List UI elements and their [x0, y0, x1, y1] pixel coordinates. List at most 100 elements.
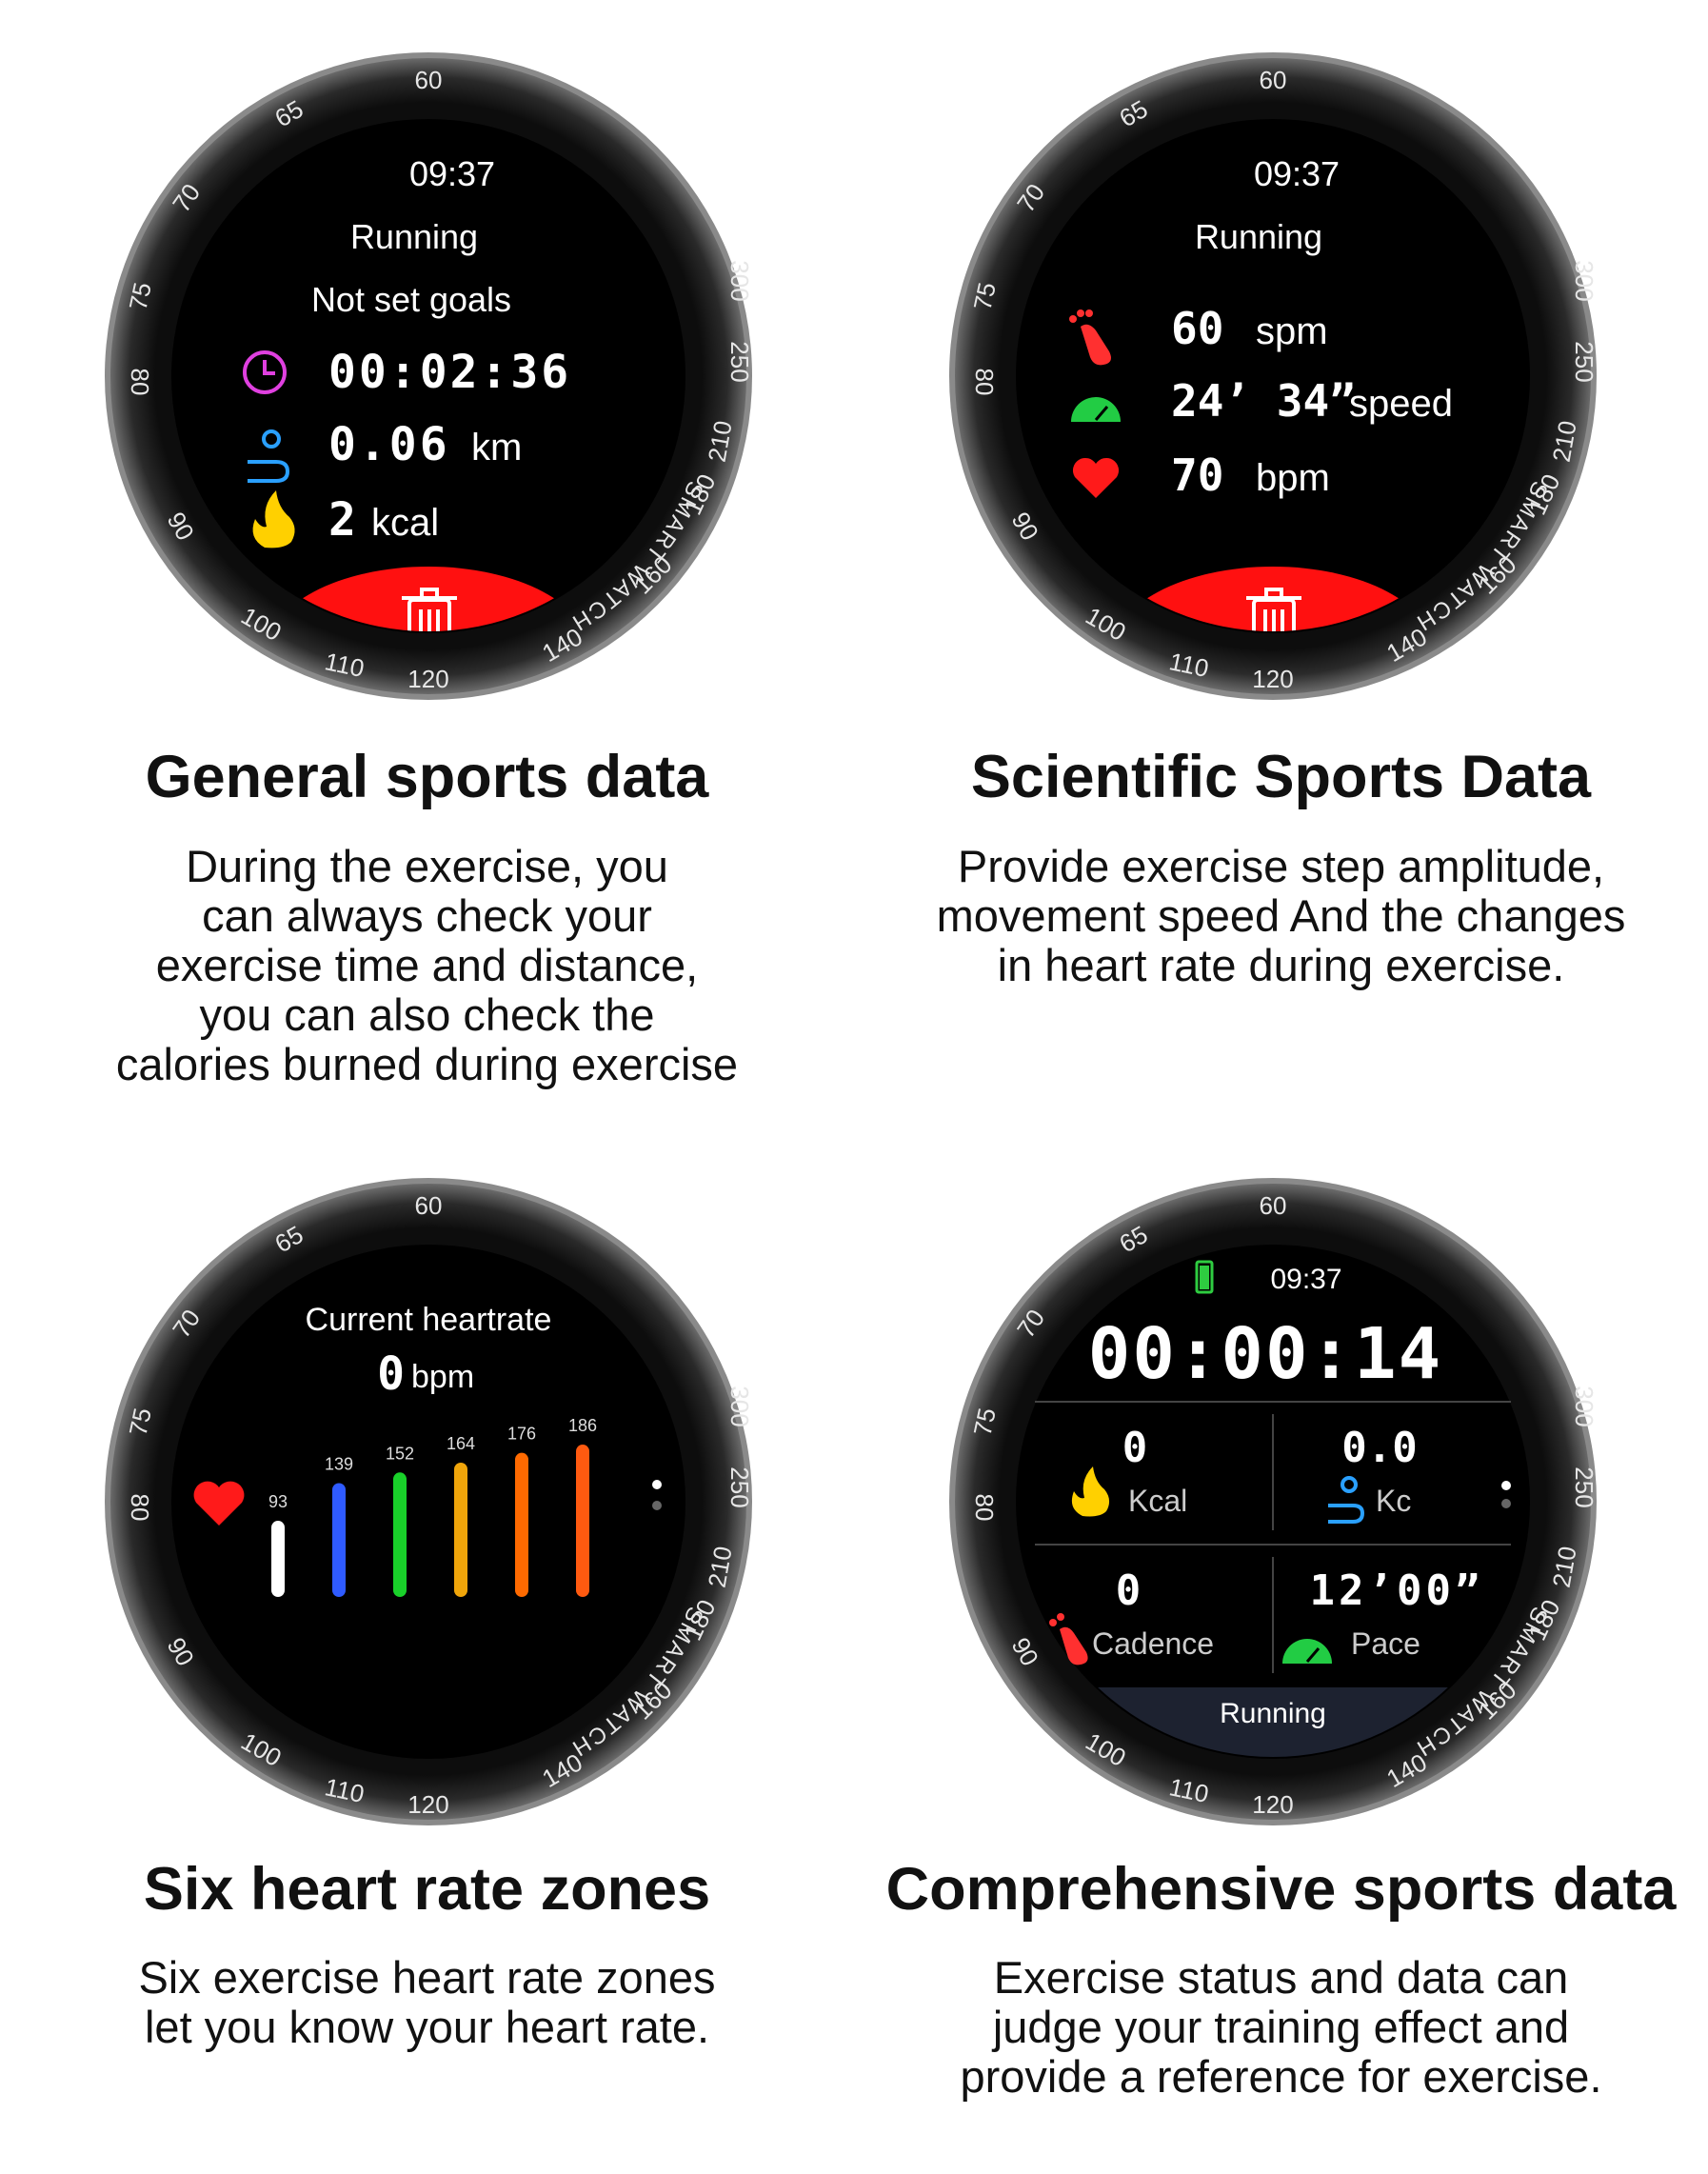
screen	[171, 119, 685, 633]
bezel-80: 80	[970, 1494, 999, 1522]
status-label: Running	[1220, 1698, 1326, 1729]
desc-line: provide a reference for exercise.	[960, 2051, 1602, 2102]
bezel-120: 120	[407, 665, 448, 693]
bezel-80: 80	[126, 1494, 154, 1522]
screen	[1016, 119, 1530, 633]
bezel-60: 60	[415, 1191, 443, 1220]
zone-label: 176	[507, 1425, 536, 1444]
bezel-75: 75	[968, 280, 1002, 313]
bezel-300: 300	[1570, 260, 1599, 301]
zone-bar	[271, 1521, 285, 1597]
calories-value: 0	[1122, 1424, 1148, 1472]
bezel-250: 250	[1570, 1466, 1599, 1507]
bezel-120: 120	[407, 1790, 448, 1819]
bezel-120: 120	[1252, 665, 1293, 693]
timer-value: 00:00:14	[1088, 1313, 1442, 1395]
activity-label: Running	[1195, 217, 1322, 256]
time-label: 09:37	[1254, 154, 1340, 193]
heart-icon	[1072, 457, 1120, 498]
bezel-210: 210	[1547, 418, 1582, 464]
page-dot-active[interactable]	[1501, 1481, 1511, 1490]
bpm-unit: bpm	[411, 1359, 474, 1395]
distance-value: 0.06	[328, 418, 450, 471]
speedometer-icon	[1071, 397, 1121, 422]
desc-line: During the exercise, you	[186, 841, 668, 891]
cadence-value: 60	[1171, 303, 1223, 354]
watch-general: 60 65 70 75 80 90 100 110 120 140 160 18…	[105, 52, 754, 709]
watch-heart-zones: 60 65 70 75 80 90 100 110 120 140 160 18…	[105, 1178, 754, 1825]
current-heartrate-label: Current heartrate	[306, 1302, 552, 1338]
page-dot[interactable]	[1501, 1499, 1511, 1508]
distance-value: 0.0	[1341, 1424, 1417, 1472]
bezel-300: 300	[1570, 1386, 1599, 1426]
bezel-75: 75	[968, 1406, 1002, 1439]
desc-heart-zones: Six exercise heart rate zones let you kn…	[0, 1953, 854, 2052]
goal-label: Not set goals	[311, 280, 511, 319]
bezel-60: 60	[1260, 66, 1287, 94]
bezel-210: 210	[1547, 1544, 1582, 1589]
bezel-300: 300	[725, 1386, 754, 1426]
pace-value: 12’00”	[1310, 1566, 1484, 1615]
desc-comprehensive: Exercise status and data can judge your …	[854, 1953, 1708, 2102]
battery-icon	[1195, 1260, 1214, 1294]
bezel-250: 250	[1570, 341, 1599, 382]
fire-icon	[1071, 1466, 1110, 1517]
trash-icon[interactable]	[402, 588, 457, 646]
desc-scientific: Provide exercise step amplitude, movemen…	[854, 842, 1708, 990]
pace-label: Pace	[1351, 1626, 1420, 1661]
desc-line: in heart rate during exercise.	[997, 940, 1565, 990]
bezel-75: 75	[124, 280, 157, 313]
cadence-label: Cadence	[1092, 1626, 1214, 1661]
distance-unit: km	[471, 427, 522, 469]
bezel-250: 250	[725, 341, 754, 382]
calories-value: 2	[328, 493, 356, 547]
activity-label: Running	[350, 217, 478, 256]
zone-label: 139	[325, 1454, 353, 1473]
zone-bar	[576, 1445, 589, 1597]
zone-label: 164	[447, 1434, 475, 1453]
zone-bar	[393, 1472, 407, 1597]
delete-bar[interactable]	[1111, 567, 1435, 709]
zone-label: 152	[386, 1444, 414, 1463]
title-comprehensive: Comprehensive sports data	[885, 1856, 1677, 1923]
zone-bar	[515, 1452, 528, 1597]
bezel-60: 60	[415, 66, 443, 94]
desc-line: judge your training effect and	[992, 2002, 1570, 2052]
page-dot[interactable]	[652, 1501, 662, 1510]
bezel-300: 300	[725, 260, 754, 301]
screen	[171, 1245, 685, 1759]
watch-scientific: 60 65 70 75 80 90 100 110 120 140 160 18…	[949, 52, 1599, 709]
heart-icon	[193, 1481, 245, 1526]
desc-line: exercise time and distance,	[155, 940, 699, 990]
clock-icon	[243, 350, 287, 394]
desc-line: can always check your	[202, 890, 652, 941]
cadence-value: 0	[1116, 1566, 1142, 1615]
bezel-80: 80	[126, 369, 154, 396]
heart-rate-unit: bpm	[1256, 457, 1330, 499]
bpm-value: 0	[377, 1347, 405, 1401]
desc-line: Exercise status and data can	[993, 1952, 1569, 2003]
desc-line: you can also check the	[199, 989, 655, 1040]
time-label: 09:37	[1270, 1264, 1341, 1295]
bezel-60: 60	[1260, 1191, 1287, 1220]
speed-unit: speed	[1349, 383, 1453, 425]
delete-bar[interactable]	[267, 567, 590, 709]
bezel-80: 80	[970, 369, 999, 396]
duration-value: 00:02:36	[328, 346, 571, 399]
desc-line: calories burned during exercise	[115, 1039, 739, 1089]
foot-icon	[1049, 1613, 1088, 1665]
time-label: 09:37	[409, 154, 495, 193]
zone-label: 93	[268, 1492, 288, 1511]
foot-icon	[1069, 309, 1111, 366]
bezel-250: 250	[725, 1466, 754, 1507]
desc-line: movement speed And the changes	[936, 890, 1626, 941]
page-dot-active[interactable]	[652, 1480, 662, 1489]
bezel-120: 120	[1252, 1790, 1293, 1819]
cadence-unit: spm	[1256, 310, 1328, 352]
trash-icon[interactable]	[1246, 588, 1301, 646]
title-general: General sports data	[145, 744, 709, 810]
speed-value: 24’ 34”	[1171, 375, 1356, 427]
title-heart-zones: Six heart rate zones	[143, 1856, 711, 1923]
desc-line: Provide exercise step amplitude,	[957, 841, 1605, 891]
calories-label: Kcal	[1128, 1484, 1187, 1518]
